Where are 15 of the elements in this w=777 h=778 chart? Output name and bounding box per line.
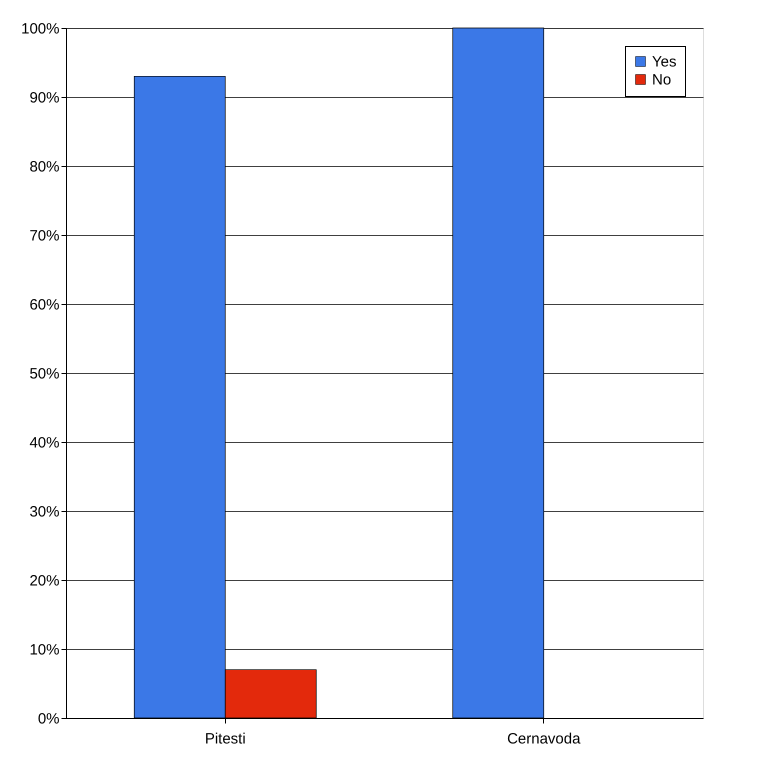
y-tick-label: 100% [21, 20, 60, 38]
y-tick-label: 10% [29, 642, 60, 658]
y-tick-label: 20% [29, 572, 60, 590]
y-tick-label: 0% [38, 710, 60, 728]
y-tick-label: 30% [29, 504, 60, 520]
y-tick-label: 70% [29, 228, 60, 244]
y-tick-label: 80% [29, 158, 60, 176]
legend-label: No [652, 72, 672, 88]
y-tick-label: 50% [29, 366, 60, 382]
x-tick-label: Cernavoda [507, 730, 582, 748]
legend-label: Yes [652, 54, 676, 70]
y-tick-label: 90% [29, 90, 60, 106]
y-tick-label: 40% [29, 434, 60, 452]
y-tick-label: 60% [29, 296, 60, 314]
x-tick-label: Pitesti [204, 730, 246, 748]
